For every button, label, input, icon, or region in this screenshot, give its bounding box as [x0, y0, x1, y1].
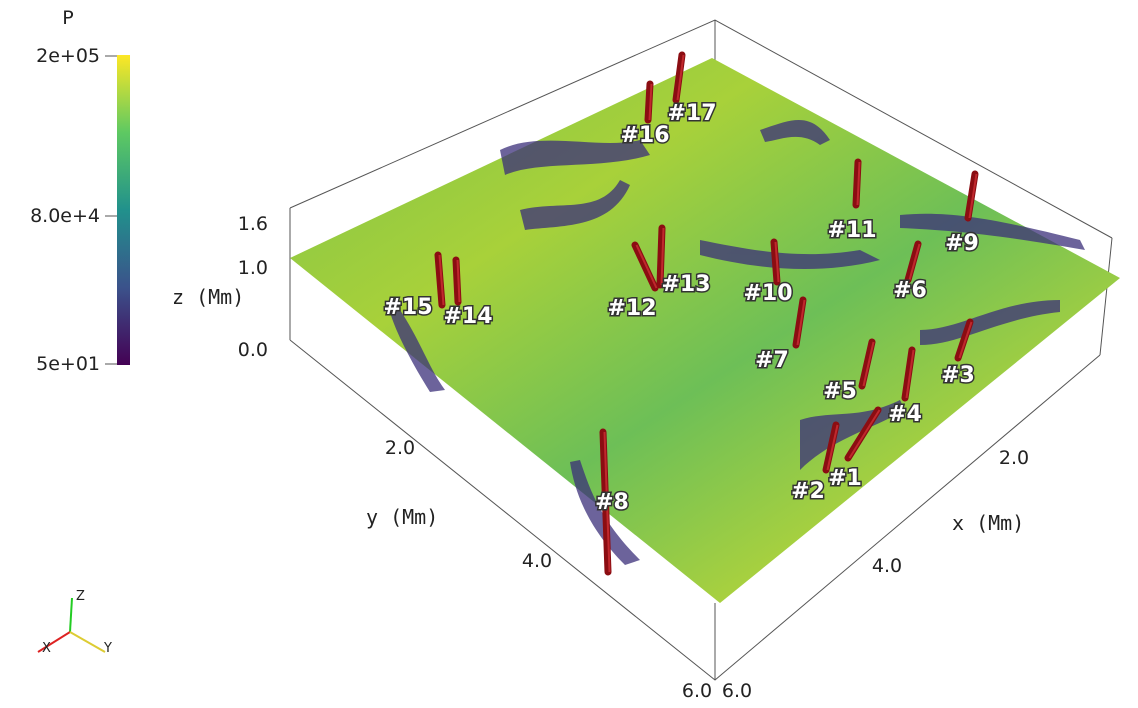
flux-tube-highlight: [905, 349, 915, 399]
low-pressure-lanes: [390, 120, 1085, 565]
tube-label: #12: [607, 296, 656, 321]
colorbar: [117, 55, 130, 365]
tube-label: #3: [941, 363, 975, 388]
flux-tube-highlight: [438, 254, 445, 306]
flux-tube: [858, 338, 876, 390]
x-tick-label: 2.0: [999, 447, 1029, 469]
tube-label: #17: [667, 101, 716, 126]
tube-label: #2: [791, 479, 825, 504]
tube-label: #11: [827, 218, 876, 243]
flux-tube: [672, 51, 686, 104]
tube-label: #15: [383, 295, 432, 320]
flux-tube-highlight: [456, 259, 461, 303]
flux-tube-highlight: [848, 409, 881, 459]
flux-tube: [901, 346, 916, 402]
flux-tube-highlight: [676, 54, 685, 101]
flux-tube: [792, 296, 807, 349]
flux-tube-highlight: [796, 299, 806, 346]
tube-label: #8: [595, 490, 629, 515]
flux-tube-highlight: [856, 161, 861, 206]
flux-tube: [904, 240, 922, 284]
flux-tube: [852, 158, 862, 209]
y-tick-label: 2.0: [385, 437, 415, 459]
orientation-label: Z: [76, 589, 85, 604]
tube-label: #7: [755, 348, 789, 373]
flux-tube: [964, 170, 979, 222]
flux-tubes: #1#2 #3 #4 #5 #6 #7 #8 #9 #10 #11 #12#13 #14 #15 #16#…: [382, 51, 980, 576]
flux-tube: [644, 80, 654, 124]
tube-label: #6: [893, 278, 927, 303]
z-axis-title: z (Mm): [172, 285, 244, 309]
tube-label: #14: [443, 304, 492, 329]
tube-label: #9: [945, 231, 979, 256]
x-axis-title: x (Mm): [952, 511, 1024, 535]
tube-label: #1: [828, 466, 862, 491]
orientation-label: X: [42, 641, 51, 656]
y-tick-label: 4.0: [522, 550, 552, 572]
x-tick-label: 4.0: [872, 555, 902, 577]
flux-tube: [599, 428, 612, 576]
orientation-label: Y: [103, 641, 112, 656]
flux-tube-highlight: [660, 227, 665, 286]
flux-tube: [631, 241, 659, 292]
z-tick-label: 1.6: [238, 213, 268, 235]
flux-tube-highlight: [958, 321, 973, 359]
flux-tube: [656, 224, 666, 289]
flux-tube: [822, 421, 840, 474]
z-tick-label: 1.0: [238, 257, 268, 279]
flux-tube: [954, 318, 974, 362]
colorbar-label: 2e+05: [36, 45, 100, 67]
tube-label: #5: [823, 379, 857, 404]
colorbar-label: 5e+01: [36, 353, 100, 375]
tube-label: #4: [888, 402, 922, 427]
flux-tube-highlight: [826, 424, 839, 471]
colorbar-ticks: [105, 55, 117, 365]
flux-tube: [844, 406, 882, 462]
pressure-slab: [290, 58, 1120, 603]
y-axis-title: y (Mm): [366, 505, 438, 529]
flux-tube-highlight: [603, 431, 611, 573]
orientation-axes: Z X Y: [37, 589, 112, 656]
flux-tube-highlight: [862, 341, 875, 387]
x-tick-label: 6.0: [722, 680, 752, 702]
flux-tube-highlight: [968, 173, 978, 219]
flux-tube-highlight: [635, 244, 658, 289]
flux-tube-highlight: [908, 243, 921, 281]
y-tick-label: 6.0: [682, 680, 712, 702]
flux-tube: [452, 256, 462, 306]
flux-tube: [434, 251, 446, 309]
flux-tube-highlight: [648, 83, 653, 121]
colorbar-title: P: [62, 7, 73, 29]
tube-label: #10: [743, 281, 792, 306]
flux-tube: [770, 238, 781, 286]
tube-label: #13: [661, 272, 710, 297]
bounding-box-front: [289, 339, 1101, 681]
z-tick-label: 0.0: [238, 339, 268, 361]
bounding-box-back: [289, 19, 1113, 356]
tube-label: #16: [620, 123, 669, 148]
flux-tube-highlight: [774, 241, 780, 283]
colorbar-label: 8.0e+4: [30, 205, 100, 227]
